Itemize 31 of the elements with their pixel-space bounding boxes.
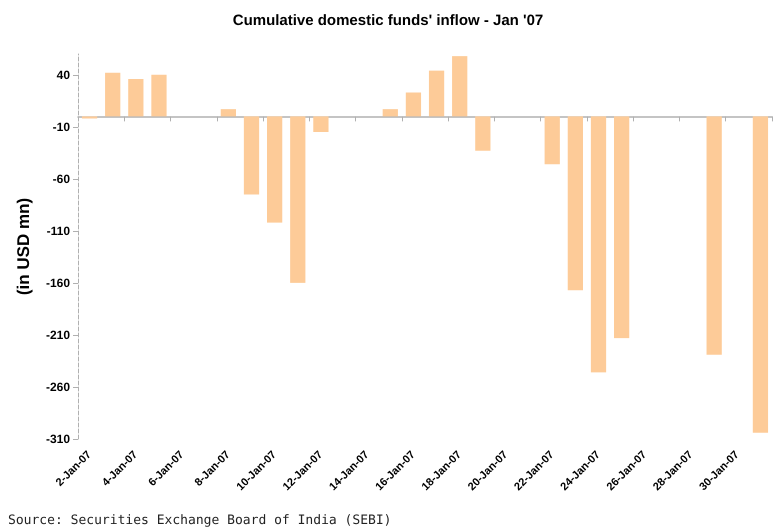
bar	[428, 70, 444, 116]
bar	[452, 56, 468, 116]
bar	[290, 116, 306, 283]
y-tick-label: -260	[46, 380, 70, 394]
y-tick-label: 40	[56, 68, 70, 82]
y-tick-label: -160	[46, 276, 70, 290]
bar	[128, 78, 144, 116]
y-tick-label: -10	[52, 120, 70, 134]
source-note: Source: Securities Exchange Board of India (SEBI)	[8, 513, 392, 528]
bar	[568, 116, 583, 290]
bar	[220, 109, 236, 116]
y-tick-label: -210	[46, 328, 70, 342]
bar	[614, 116, 630, 338]
bar	[382, 109, 398, 116]
y-tick-label: -310	[46, 432, 70, 446]
bar	[752, 116, 768, 433]
bar	[151, 74, 167, 116]
bar	[267, 116, 282, 223]
y-tick-label: -110	[46, 224, 70, 238]
bar	[244, 116, 260, 194]
bar	[544, 116, 560, 164]
bar	[82, 116, 98, 119]
bar	[105, 72, 120, 116]
bar	[406, 92, 422, 116]
bar	[475, 116, 490, 151]
bar	[706, 116, 722, 355]
bar	[590, 116, 606, 372]
y-tick-label: -60	[52, 172, 70, 186]
bar	[313, 116, 329, 132]
y-axis-title: (in USD mn)	[14, 198, 33, 296]
chart-title: Cumulative domestic funds' inflow - Jan '07	[232, 12, 544, 29]
